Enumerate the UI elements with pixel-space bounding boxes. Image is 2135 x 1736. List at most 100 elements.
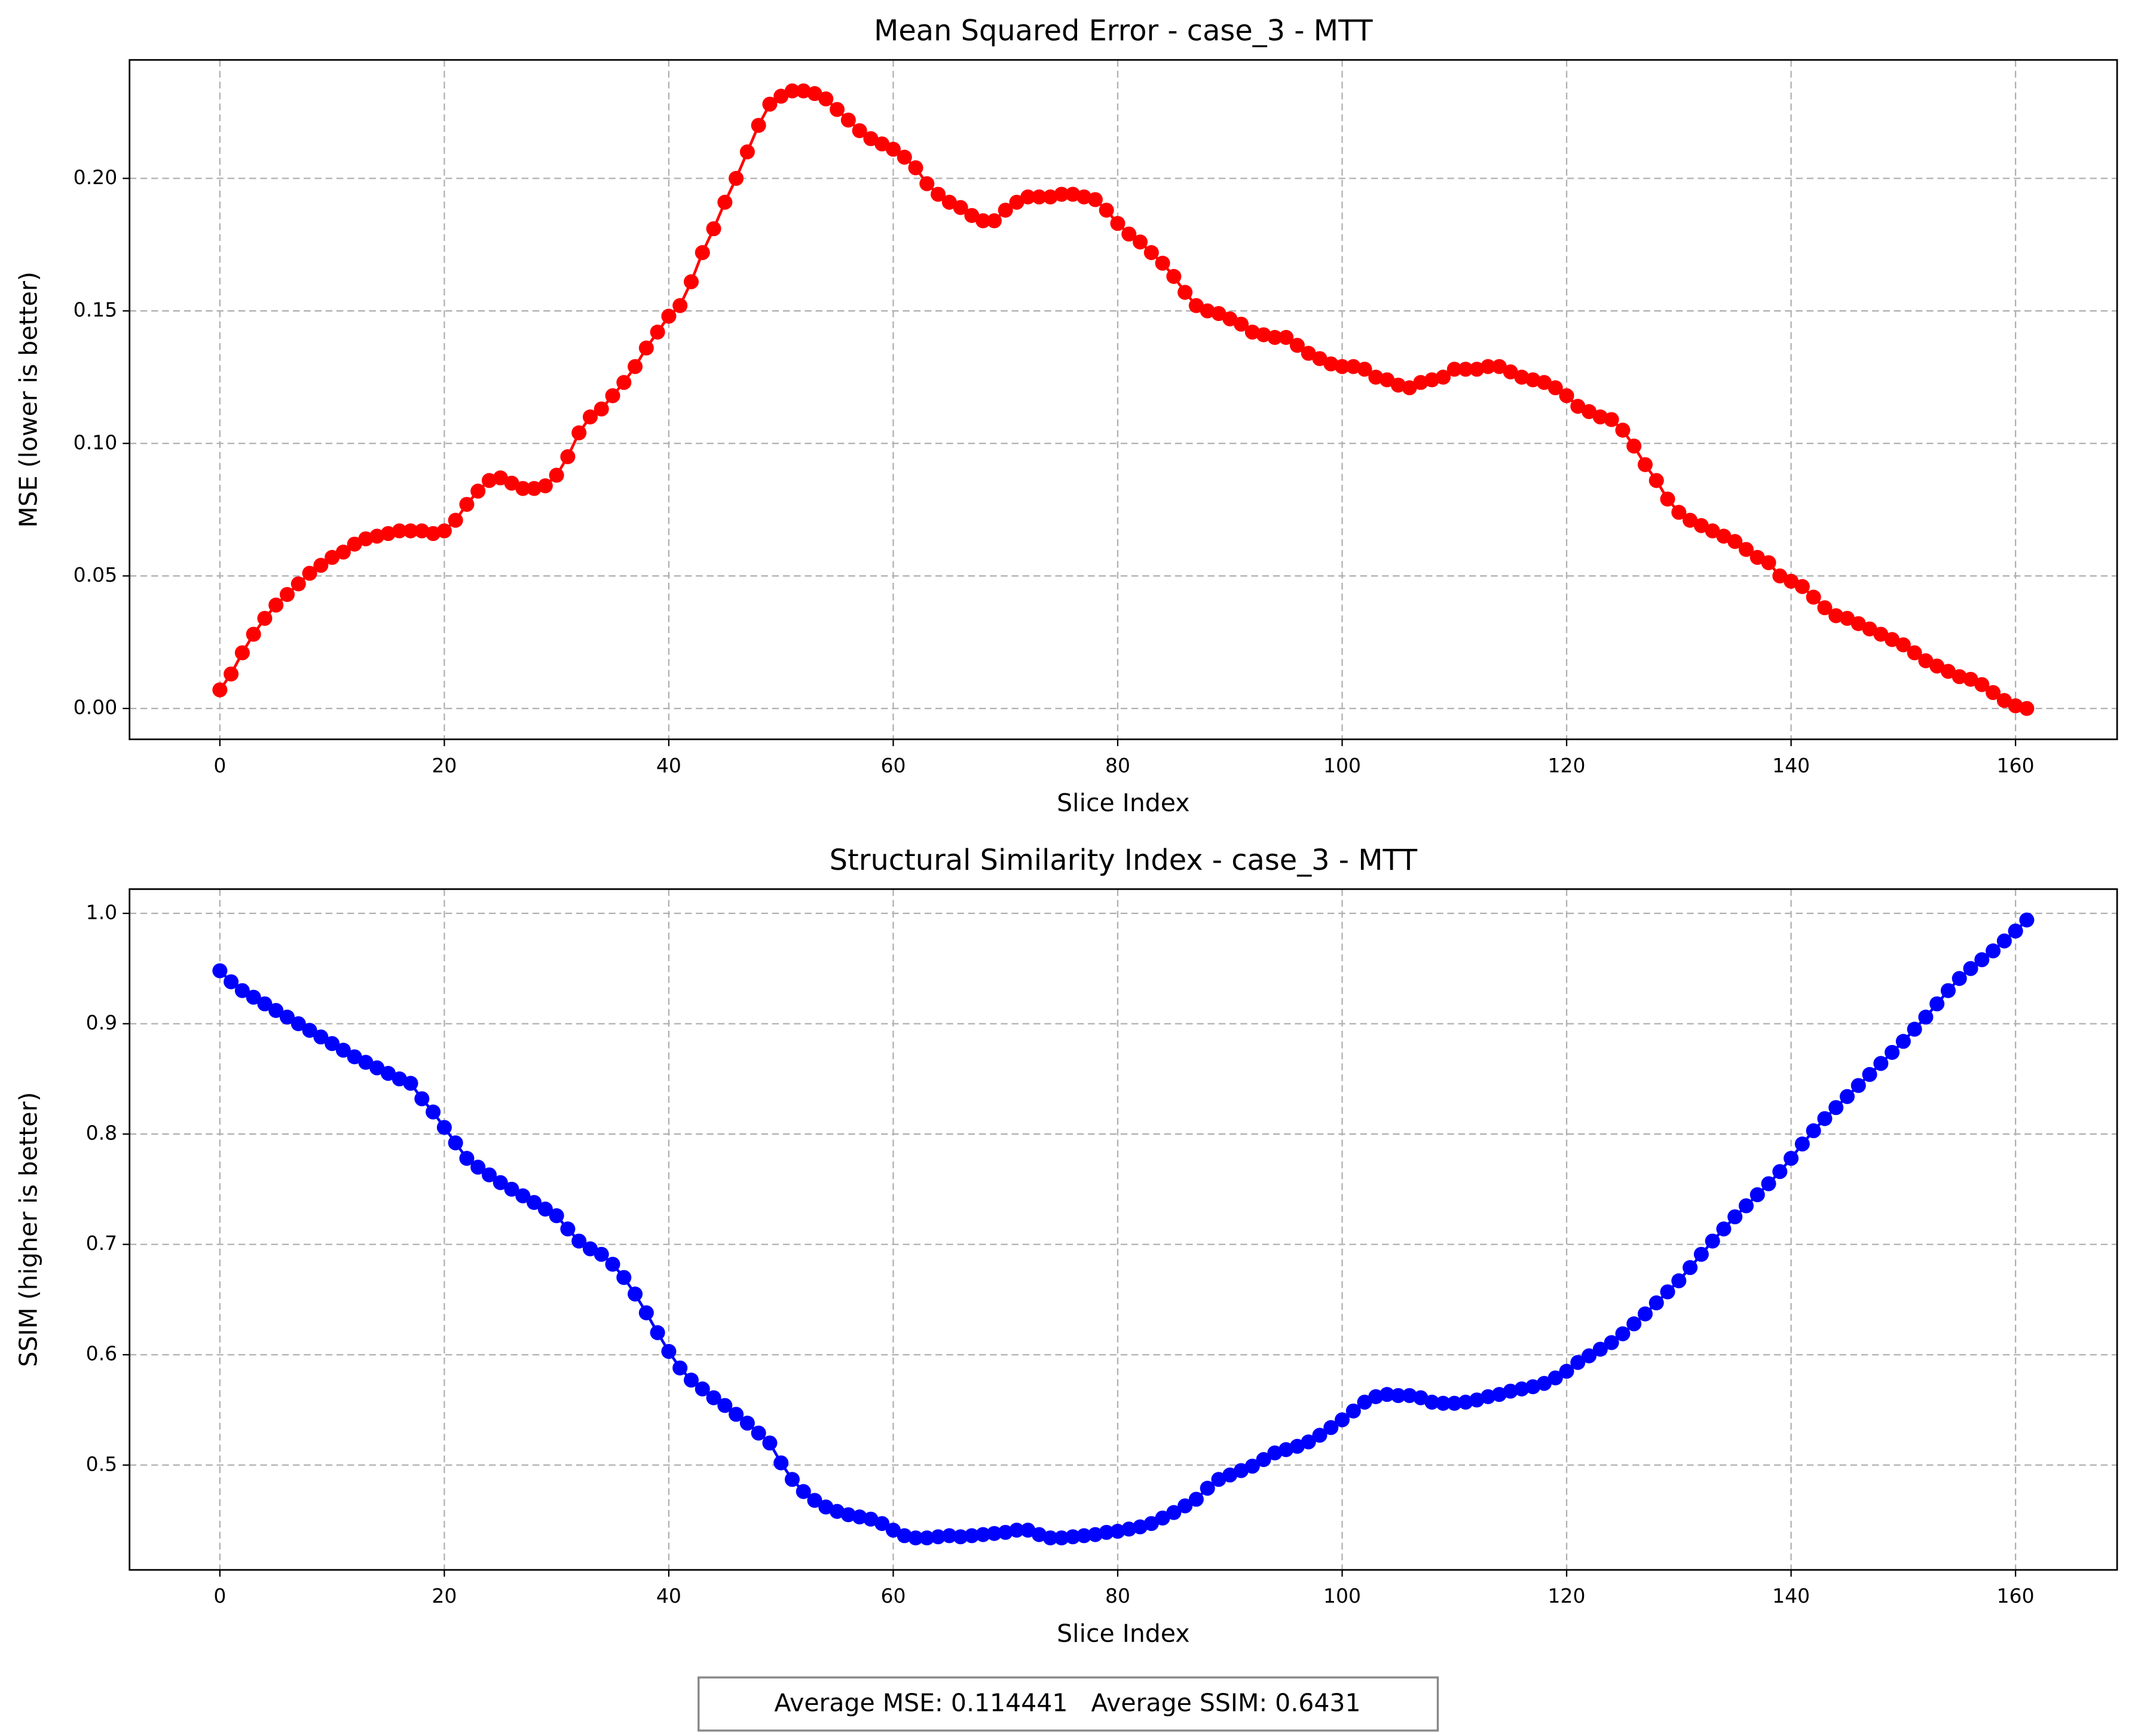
data-point [1660,1284,1675,1300]
data-point [1940,664,1956,679]
data-point [751,118,766,133]
data-point [414,1091,430,1107]
data-point [1952,971,1967,986]
data-point [1435,369,1451,385]
data-point [1380,372,1395,387]
data-point [1133,234,1148,250]
data-point [1368,1389,1384,1404]
data-point [1323,1420,1339,1435]
data-point [459,1151,475,1166]
data-point [1806,1123,1821,1139]
data-point [1155,1510,1170,1526]
x-tick-label: 140 [1772,1584,1810,1607]
data-point [1559,388,1574,404]
data-point [1042,1530,1058,1546]
data-point [571,1233,587,1249]
data-point [739,1416,755,1431]
data-point [290,576,306,592]
data-point [975,213,991,228]
data-point [1738,1198,1754,1214]
data-point [515,481,531,496]
data-point [279,586,295,602]
data-point [672,298,688,313]
data-point [874,136,890,152]
x-tick-label: 20 [432,754,457,777]
data-point [448,1135,463,1151]
data-point [1267,1445,1283,1461]
data-point [481,1167,497,1182]
data-point [1188,298,1204,313]
data-point [1514,1381,1530,1396]
data-point [729,170,744,186]
data-point [2019,701,2035,716]
data-point [224,974,239,989]
y-tick-label: 0.20 [74,166,118,189]
data-point [268,597,284,613]
data-point [1514,369,1530,385]
x-tick-label: 80 [1105,1584,1130,1607]
annotation-box [698,1676,1439,1732]
y-axis-label: MSE (lower is better) [14,271,42,528]
data-point [1020,189,1036,204]
data-point [1065,187,1081,202]
data-point [1357,362,1372,377]
data-point [1155,255,1170,271]
data-point [1671,505,1687,520]
y-axis-label: SSIM (higher is better) [14,1092,42,1367]
data-point [1761,555,1776,570]
data-point [594,1246,609,1262]
data-point [852,1509,867,1525]
chart-title: Mean Squared Error - case_3 - MTT [874,15,1373,48]
data-point [1806,589,1821,605]
data-point [1850,1078,1866,1093]
data-point [1963,961,1978,976]
data-point [852,123,867,139]
data-point [1615,1326,1631,1341]
data-point [1481,1389,1496,1404]
data-point [661,308,677,324]
data-point [1547,1370,1563,1386]
x-axis-label: Slice Index [1057,788,1189,817]
data-point [1547,380,1563,396]
data-point [1784,573,1799,589]
data-point [1885,1044,1900,1060]
data-point [706,221,721,237]
data-point [582,1241,598,1257]
data-point [234,983,250,998]
data-point [380,1066,396,1081]
data-point [1200,1481,1215,1496]
data-point [1110,1523,1125,1539]
data-point [224,666,239,682]
data-point [796,1484,811,1499]
x-tick-label: 20 [432,1584,457,1607]
data-point [941,1528,957,1544]
data-point [1413,375,1429,390]
data-point [493,1175,508,1190]
data-point [1929,996,1945,1011]
data-point [1076,1528,1092,1544]
data-point [1357,1395,1372,1410]
data-point [335,1043,351,1058]
data-point [1503,364,1518,380]
data-point [414,523,430,539]
data-point [986,1526,1002,1541]
data-point [863,1511,879,1527]
data-point [527,481,542,496]
data-point [1716,528,1732,544]
data-point [358,1055,374,1070]
data-point [2019,912,2035,928]
data-point [1481,359,1496,374]
data-point [1335,1412,1350,1428]
x-tick-label: 100 [1323,1584,1361,1607]
data-point [1289,338,1305,353]
data-point [1604,1335,1619,1350]
data-point [234,645,250,661]
data-point [1784,1151,1799,1166]
data-point [1996,933,2012,949]
data-point [773,88,789,104]
data-point [257,996,273,1011]
data-point [268,1003,284,1018]
data-point [1940,983,1956,998]
data-point [1648,1295,1664,1310]
x-tick-label: 60 [880,1584,906,1607]
